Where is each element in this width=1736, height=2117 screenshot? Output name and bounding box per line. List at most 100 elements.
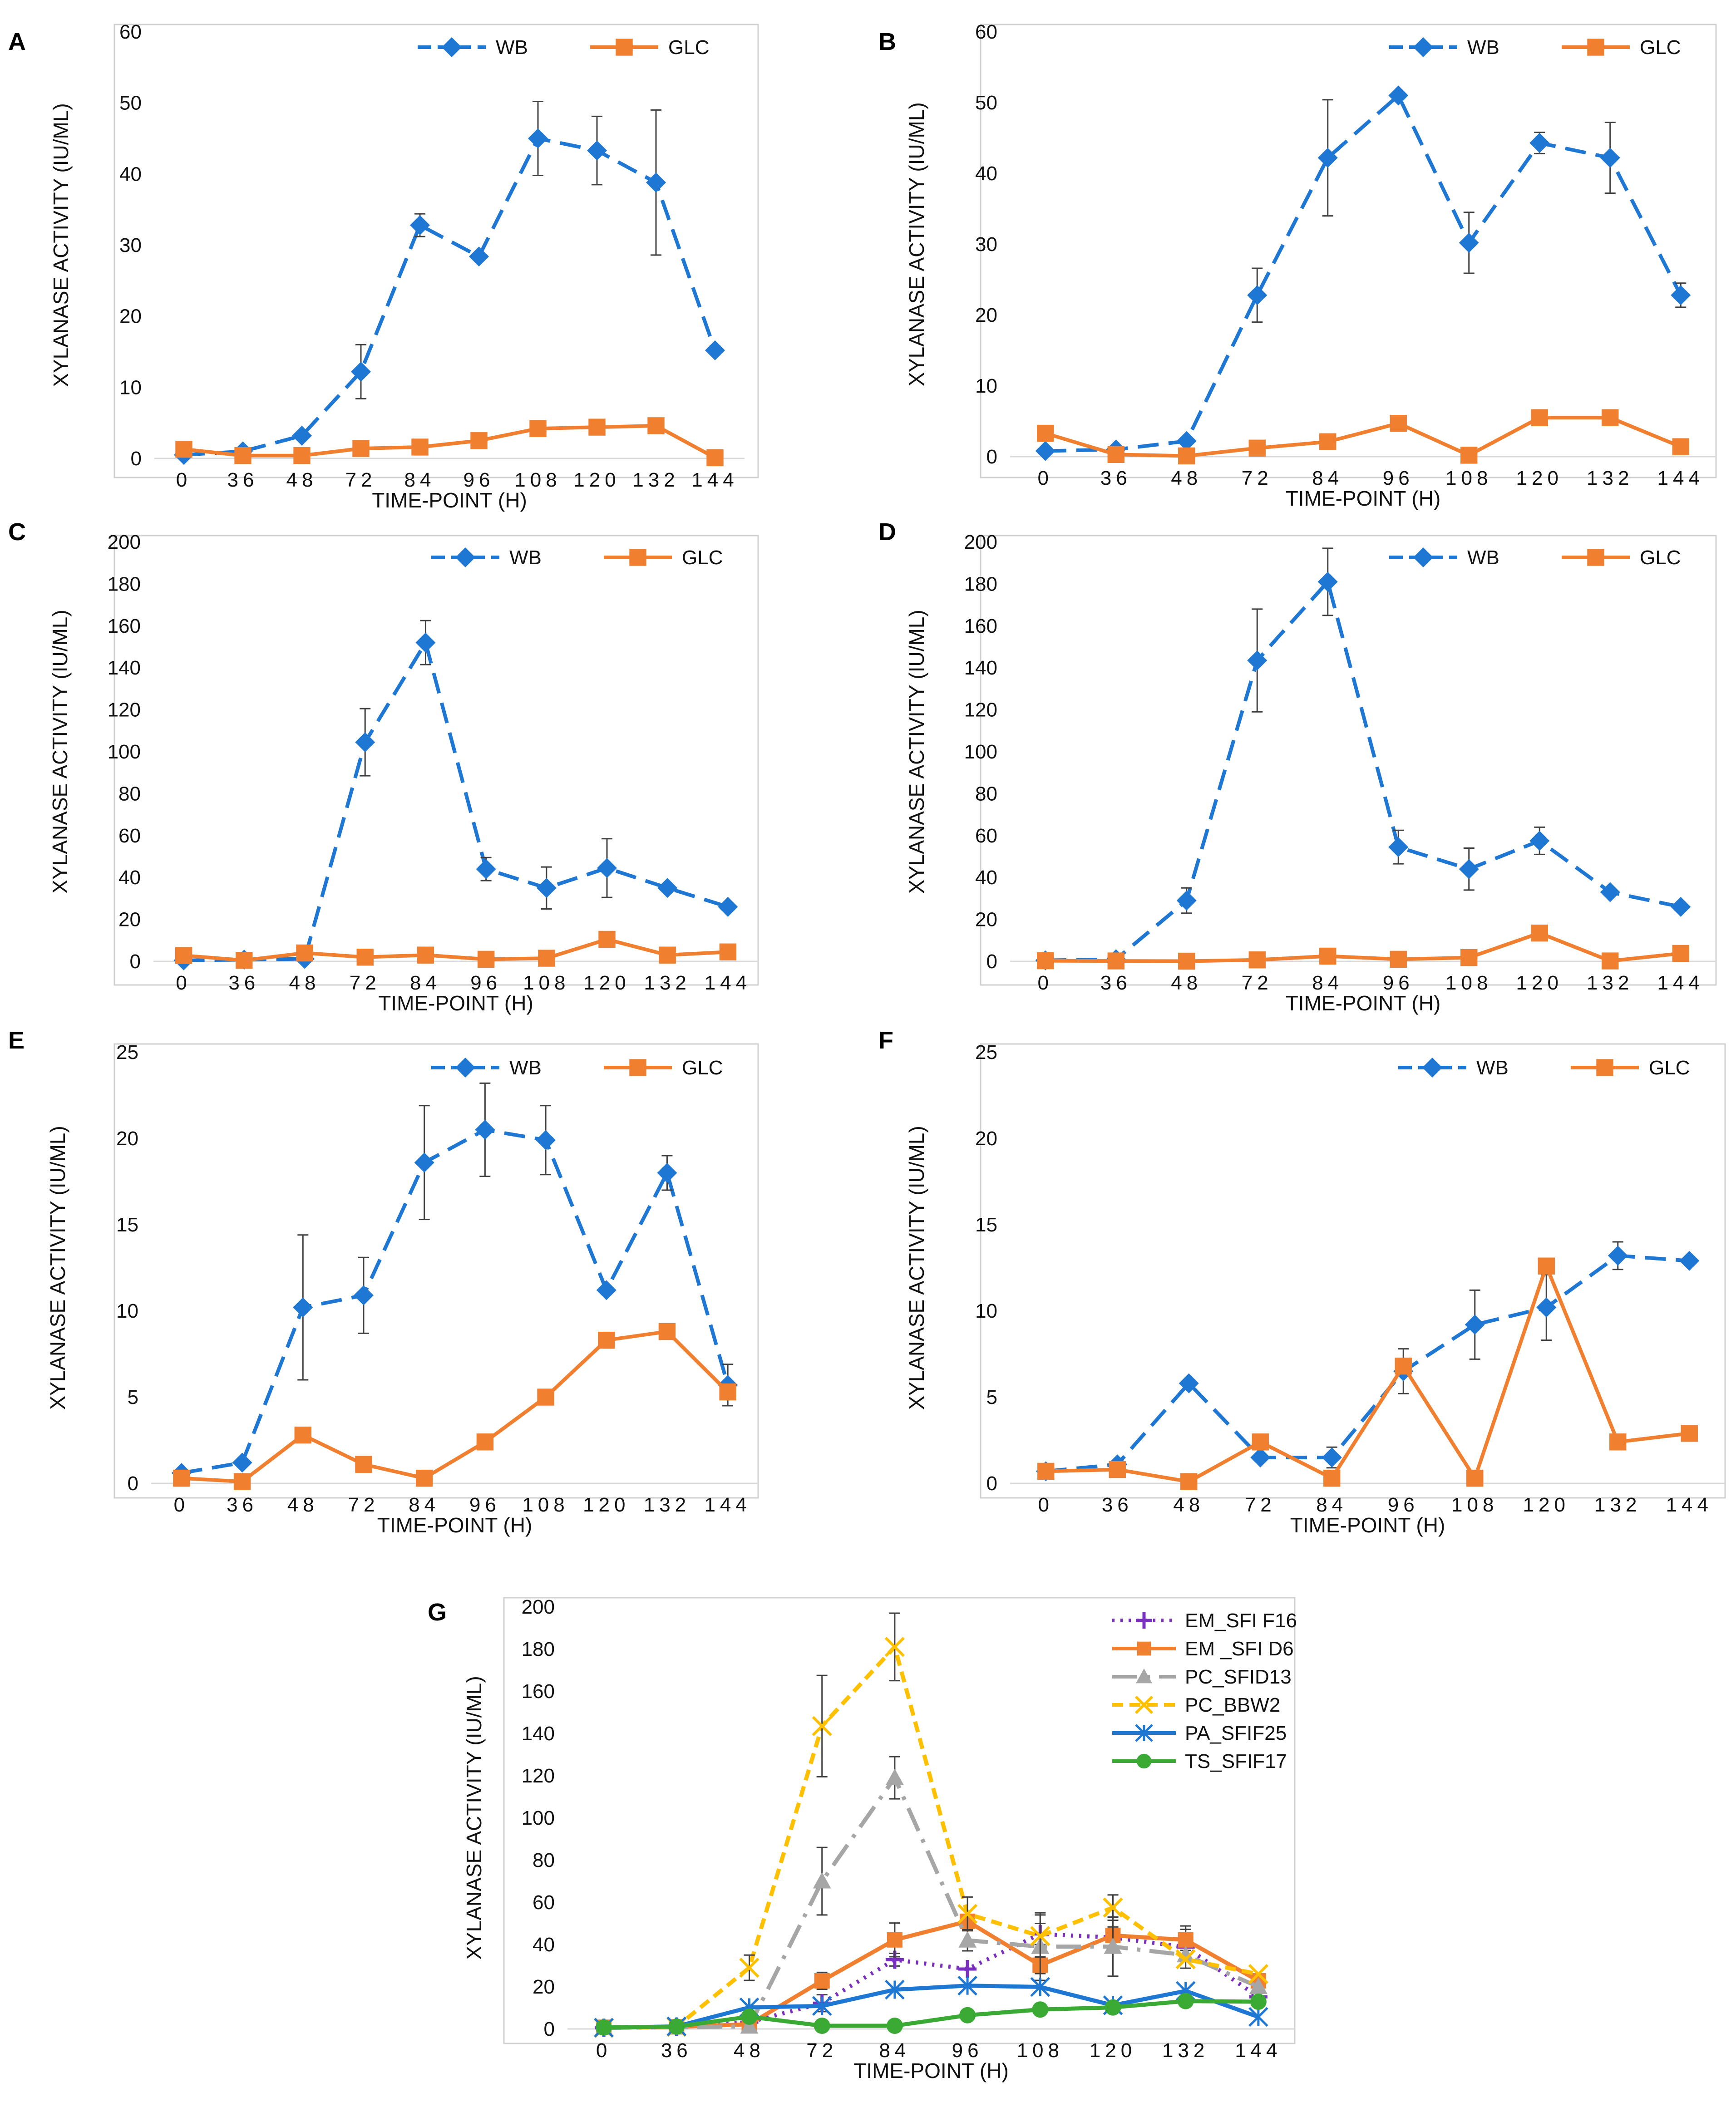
legend-label: GLC [1640, 36, 1681, 59]
legend: WB GLC [418, 36, 709, 59]
x-tick-label: 132 [644, 972, 690, 994]
series-line [1045, 416, 1682, 458]
y-tick-label: 140 [522, 1723, 555, 1745]
square-marker [598, 1331, 615, 1349]
y-axis-label: XYLANASE ACTIVITY (IU/ML) [49, 103, 73, 387]
x-tick-label: 0 [1038, 467, 1053, 489]
diamond-marker [596, 1280, 616, 1300]
x-axis-label: TIME-POINT (H) [853, 2059, 1009, 2083]
series-glc [175, 417, 724, 467]
diamond-marker [1600, 148, 1620, 168]
series-em-sfi-d6 [596, 1913, 1266, 2035]
y-tick-label: 50 [975, 92, 997, 114]
y-axis-label: XYLANASE ACTIVITY (IU/ML) [462, 1676, 486, 1959]
x-marker [812, 1716, 832, 1736]
square-marker [1609, 1433, 1627, 1451]
y-tick-label: 20 [116, 1127, 138, 1150]
square-marker [706, 449, 724, 467]
square-marker [719, 943, 737, 960]
diamond-marker [455, 547, 475, 567]
x-tick-label: 72 [1245, 1494, 1276, 1516]
y-tick-label: 40 [975, 162, 997, 185]
diamond-marker [355, 732, 375, 753]
diamond-marker [1600, 882, 1620, 902]
square-marker [1538, 1257, 1555, 1275]
legend-label: EM_SFI F16 [1185, 1610, 1297, 1632]
triangle-marker [1136, 1669, 1152, 1684]
x-tick-label: 144 [691, 469, 738, 491]
x-tick-label: 84 [1312, 467, 1343, 489]
legend: WB GLC [1398, 1057, 1690, 1079]
x-tick-label: 72 [1242, 972, 1273, 994]
square-marker [1107, 446, 1124, 463]
square-marker [296, 944, 313, 962]
x-marker [1134, 1695, 1154, 1714]
legend-label: PC_BBW2 [1185, 1694, 1280, 1716]
diamond-marker [1679, 1251, 1700, 1271]
square-marker [236, 951, 253, 969]
x-tick-label: 72 [806, 2039, 838, 2062]
circle-marker [596, 2019, 612, 2036]
y-tick-label: 20 [118, 909, 141, 931]
diamond-marker [475, 1120, 495, 1140]
circle-marker [1136, 1753, 1152, 1769]
x-tick-label: 132 [632, 469, 679, 491]
legend-label: WB [1467, 36, 1499, 59]
diamond-marker [1413, 547, 1433, 567]
x-tick-label: 84 [879, 2039, 910, 2062]
series-line [604, 1932, 1260, 2030]
diamond-marker [536, 1130, 556, 1150]
y-tick-label: 25 [116, 1041, 138, 1063]
y-tick-label: 100 [108, 741, 141, 763]
triangle-marker [1104, 1937, 1122, 1954]
series-line [183, 937, 728, 962]
y-tick-label: 160 [108, 615, 141, 637]
panel-label: F [878, 1027, 893, 1054]
series-wb [174, 101, 725, 465]
legend-label: GLC [682, 546, 723, 569]
x-marker [1248, 1964, 1269, 1984]
diamond-marker [1250, 1447, 1271, 1467]
square-marker [233, 1473, 251, 1490]
circle-marker [741, 2009, 758, 2025]
legend-label: GLC [1640, 546, 1681, 569]
diamond-marker [1671, 896, 1691, 917]
panel-d: D 0 20 40 60 80 100 120 140 160 180 200 0 36 48 72 84 96 1… [878, 518, 1717, 1015]
legend: WB GLC [1389, 36, 1681, 59]
triangle-marker [740, 2017, 759, 2034]
legend-label: GLC [682, 1057, 723, 1079]
legend-label: WB [496, 36, 528, 59]
panel-frame [113, 535, 759, 986]
square-marker [1395, 1357, 1412, 1375]
square-marker [1587, 39, 1604, 56]
diamond-marker [353, 1285, 374, 1305]
legend-label: EM _SFI D6 [1185, 1638, 1294, 1660]
panel-label: A [8, 28, 26, 55]
x-tick-label: 132 [1587, 972, 1633, 994]
y-tick-label: 20 [975, 909, 997, 931]
series-line [1045, 931, 1681, 963]
square-marker [1531, 409, 1548, 426]
legend-label: WB [1467, 546, 1499, 569]
series-glc [173, 1323, 736, 1490]
circle-marker [1250, 1994, 1267, 2010]
circle-marker [814, 2018, 830, 2034]
y-tick-label: 0 [131, 448, 142, 470]
diamond-marker [1322, 1447, 1342, 1467]
x-tick-label: 120 [1090, 2039, 1136, 2062]
square-marker [1602, 409, 1619, 426]
y-tick-label: 120 [964, 699, 997, 721]
x-tick-label: 132 [1587, 467, 1633, 489]
diamond-marker [1317, 148, 1338, 168]
y-tick-label: 120 [108, 699, 141, 721]
square-marker [537, 1388, 554, 1406]
legend-label: PA_SFIF25 [1185, 1722, 1287, 1744]
x-axis-label: TIME-POINT (H) [1286, 991, 1441, 1015]
square-marker [175, 947, 192, 964]
legend: EM_SFI F16 EM _SFI D6 PC_SFID13 PC_BBW2 PA_S… [1112, 1610, 1297, 1772]
x-tick-label: 0 [1038, 972, 1053, 994]
series-line [604, 1999, 1258, 2030]
series-glc [1037, 924, 1689, 970]
x-tick-label: 36 [227, 469, 259, 491]
x-tick-label: 96 [952, 2039, 983, 2062]
